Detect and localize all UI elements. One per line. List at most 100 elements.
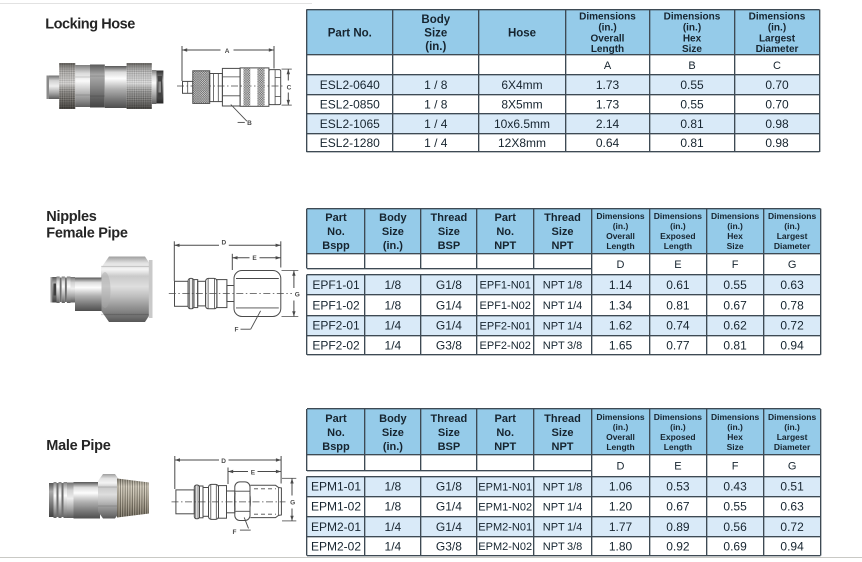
- svg-text:G1/4: G1/4: [436, 319, 462, 333]
- svg-text:E: E: [674, 461, 681, 473]
- svg-text:8X5mm: 8X5mm: [501, 98, 542, 112]
- svg-text:Dimensions: Dimensions: [579, 12, 636, 23]
- svg-text:EPM1-02: EPM1-02: [311, 500, 361, 514]
- svg-text:E: E: [674, 259, 681, 271]
- svg-text:Length: Length: [606, 442, 634, 452]
- svg-text:D: D: [617, 461, 625, 473]
- svg-text:2.14: 2.14: [596, 117, 620, 131]
- svg-text:E: E: [251, 469, 256, 476]
- svg-text:A: A: [225, 48, 230, 55]
- svg-text:BSP: BSP: [438, 441, 461, 453]
- svg-text:D: D: [221, 458, 226, 465]
- svg-text:Body: Body: [421, 14, 450, 26]
- svg-text:Thread: Thread: [431, 413, 468, 425]
- svg-text:G: G: [788, 461, 797, 473]
- svg-text:Dimensions: Dimensions: [711, 211, 759, 221]
- svg-text:0.64: 0.64: [596, 136, 620, 150]
- svg-text:No.: No.: [496, 226, 514, 238]
- svg-text:EPM1-N02: EPM1-N02: [478, 501, 532, 513]
- svg-text:Hex: Hex: [727, 231, 743, 241]
- svg-text:EPM2-N02: EPM2-N02: [478, 541, 532, 553]
- svg-text:B: B: [247, 120, 252, 127]
- svg-text:0.72: 0.72: [780, 319, 804, 333]
- svg-text:Part: Part: [325, 413, 347, 425]
- svg-text:Size: Size: [551, 427, 573, 439]
- svg-text:C: C: [287, 84, 292, 91]
- svg-text:Bspp: Bspp: [322, 441, 350, 453]
- svg-text:1/4: 1/4: [385, 319, 402, 333]
- svg-text:Nipples: Nipples: [46, 209, 97, 225]
- svg-text:Largest: Largest: [759, 33, 796, 44]
- svg-text:(in.): (in.): [727, 221, 743, 231]
- svg-text:(in.): (in.): [383, 240, 403, 252]
- svg-text:Body: Body: [379, 212, 407, 224]
- svg-text:A: A: [604, 60, 612, 72]
- svg-text:Size: Size: [438, 427, 460, 439]
- svg-text:ESL2-1065: ESL2-1065: [320, 117, 380, 131]
- svg-text:G1/8: G1/8: [436, 480, 462, 494]
- svg-text:BSP: BSP: [438, 240, 461, 252]
- svg-text:ESL2-0850: ESL2-0850: [320, 98, 380, 112]
- svg-text:(in.): (in.): [613, 221, 629, 231]
- svg-text:EPF2-N02: EPF2-N02: [480, 340, 531, 352]
- svg-text:EPF2-02: EPF2-02: [312, 339, 360, 353]
- svg-text:Dimensions: Dimensions: [596, 211, 644, 221]
- svg-text:1.62: 1.62: [609, 319, 633, 333]
- svg-text:Size: Size: [727, 442, 744, 452]
- svg-text:0.61: 0.61: [666, 278, 690, 292]
- svg-text:Dimensions: Dimensions: [654, 412, 702, 422]
- svg-text:NPT 1/4: NPT 1/4: [543, 501, 583, 513]
- svg-text:0.70: 0.70: [765, 98, 789, 112]
- svg-text:Part: Part: [325, 212, 347, 224]
- svg-text:1.34: 1.34: [609, 299, 633, 313]
- svg-text:E: E: [252, 255, 257, 262]
- svg-text:0.94: 0.94: [780, 339, 804, 353]
- svg-text:0.81: 0.81: [680, 117, 704, 131]
- svg-text:0.81: 0.81: [666, 299, 690, 313]
- svg-text:G1/4: G1/4: [436, 299, 462, 313]
- svg-text:Largest: Largest: [777, 432, 808, 442]
- svg-text:1/4: 1/4: [385, 540, 402, 554]
- svg-text:Largest: Largest: [777, 231, 808, 241]
- svg-text:(in.): (in.): [784, 221, 800, 231]
- svg-text:(in.): (in.): [670, 422, 686, 432]
- svg-text:Dimensions: Dimensions: [711, 412, 759, 422]
- svg-text:EPF2-N01: EPF2-N01: [480, 320, 531, 332]
- svg-text:Length: Length: [664, 442, 692, 452]
- svg-text:Exposed: Exposed: [660, 432, 695, 442]
- svg-text:NPT 3/8: NPT 3/8: [543, 340, 583, 352]
- svg-text:(in.): (in.): [598, 23, 616, 34]
- svg-text:0.43: 0.43: [723, 480, 747, 494]
- svg-text:ESL2-1280: ESL2-1280: [320, 136, 380, 150]
- svg-text:0.55: 0.55: [680, 78, 704, 92]
- svg-text:1.20: 1.20: [609, 500, 633, 514]
- svg-text:1/8: 1/8: [385, 299, 402, 313]
- svg-text:0.51: 0.51: [780, 480, 804, 494]
- svg-text:0.62: 0.62: [723, 319, 747, 333]
- svg-text:Size: Size: [438, 226, 460, 238]
- svg-text:0.81: 0.81: [723, 339, 747, 353]
- svg-text:0.81: 0.81: [680, 136, 704, 150]
- svg-text:(in.): (in.): [784, 422, 800, 432]
- svg-text:Overall: Overall: [606, 432, 635, 442]
- svg-text:NPT: NPT: [552, 240, 574, 252]
- svg-text:EPM2-02: EPM2-02: [311, 540, 361, 554]
- svg-text:EPF2-01: EPF2-01: [312, 319, 360, 333]
- svg-text:Dimensions: Dimensions: [596, 412, 644, 422]
- svg-text:EPM1-01: EPM1-01: [311, 480, 361, 494]
- svg-text:0.77: 0.77: [666, 339, 690, 353]
- svg-text:EPF1-N01: EPF1-N01: [480, 280, 531, 292]
- svg-text:(in.): (in.): [727, 422, 743, 432]
- svg-text:Thread: Thread: [544, 413, 581, 425]
- svg-text:(in.): (in.): [613, 422, 629, 432]
- svg-text:Dimensions: Dimensions: [768, 412, 816, 422]
- svg-text:0.89: 0.89: [666, 520, 690, 534]
- svg-text:1/8: 1/8: [385, 480, 402, 494]
- svg-text:No.: No.: [327, 427, 345, 439]
- svg-text:Overall: Overall: [606, 231, 635, 241]
- svg-text:1 / 8: 1 / 8: [424, 78, 448, 92]
- svg-text:Part: Part: [494, 212, 516, 224]
- svg-text:G1/4: G1/4: [436, 500, 462, 514]
- svg-text:EPF1-01: EPF1-01: [312, 278, 360, 292]
- svg-text:Dimensions: Dimensions: [768, 211, 816, 221]
